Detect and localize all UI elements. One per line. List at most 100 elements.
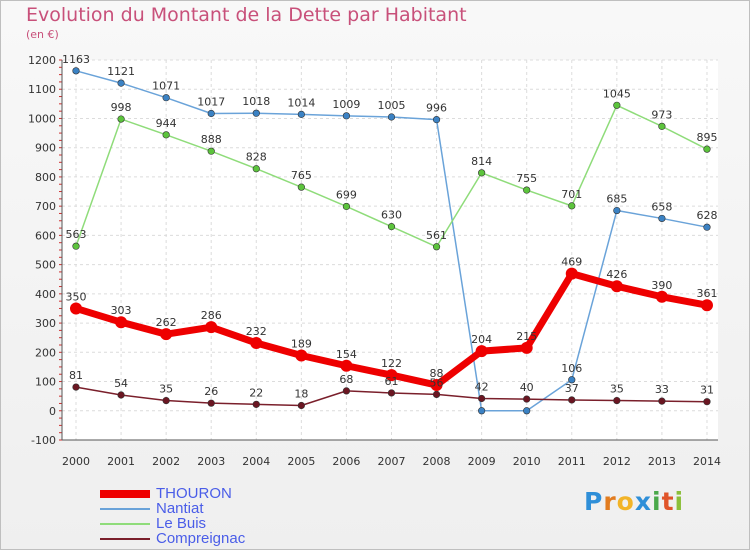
logo-letter: r	[603, 487, 617, 516]
data-point	[340, 359, 353, 372]
data-label: 765	[291, 169, 312, 182]
y-tick-label: 1000	[28, 112, 56, 125]
data-label: 189	[291, 338, 312, 351]
data-point	[613, 206, 621, 215]
x-tick-label: 2014	[693, 455, 721, 468]
data-label: 814	[471, 155, 492, 168]
x-tick-label: 2004	[242, 455, 270, 468]
data-label: 469	[561, 256, 582, 269]
data-label: 61	[384, 375, 398, 388]
y-tick-label: 700	[35, 200, 56, 213]
data-point	[342, 112, 351, 120]
data-point	[252, 165, 260, 173]
x-tick-label: 2008	[423, 455, 451, 468]
data-point	[703, 145, 711, 153]
y-tick-label: 800	[35, 171, 56, 184]
data-point	[297, 401, 305, 410]
data-label: 56	[430, 376, 444, 389]
data-label: 81	[69, 369, 83, 382]
data-label: 1071	[152, 80, 180, 93]
data-point	[117, 79, 125, 87]
data-point	[568, 376, 576, 384]
data-point	[297, 110, 305, 118]
x-tick-label: 2001	[107, 455, 135, 468]
y-tick-label: 900	[35, 142, 56, 155]
x-tick-label: 2012	[603, 455, 631, 468]
data-point	[70, 302, 82, 315]
data-label: 350	[66, 290, 87, 303]
data-point	[432, 243, 441, 251]
data-point	[162, 94, 170, 102]
data-label: 1018	[242, 95, 270, 108]
y-tick-label: 200	[35, 346, 56, 359]
data-label: 262	[156, 316, 177, 329]
data-label: 563	[66, 228, 87, 241]
y-tick-label: -100	[31, 434, 56, 447]
x-tick-label: 2010	[513, 455, 541, 468]
data-point	[658, 122, 666, 130]
data-point	[430, 379, 443, 392]
data-point	[115, 316, 128, 329]
logo-letter: i	[652, 487, 662, 516]
logo-letter: i	[674, 487, 685, 516]
data-label: 1121	[107, 65, 135, 78]
y-tick-label: 0	[49, 405, 56, 418]
data-point	[72, 67, 80, 75]
data-point	[520, 341, 533, 354]
data-point	[565, 267, 578, 280]
x-tick-label: 2003	[197, 455, 225, 468]
x-tick-label: 2013	[648, 455, 676, 468]
data-point	[478, 394, 486, 403]
y-tick-label: 300	[35, 317, 56, 330]
x-tick-label: 2002	[152, 455, 180, 468]
data-label: 1045	[603, 87, 631, 100]
data-label: 361	[696, 287, 717, 300]
x-tick-label: 2007	[377, 455, 405, 468]
legend-swatch	[100, 490, 150, 498]
data-label: 888	[201, 133, 222, 146]
data-label: 628	[696, 209, 717, 222]
legend-label: Le Buis	[156, 515, 207, 532]
data-label: 122	[381, 357, 402, 370]
data-point	[207, 147, 215, 155]
data-label: 22	[249, 386, 263, 399]
data-point	[207, 399, 215, 407]
data-point	[478, 169, 486, 177]
data-point	[703, 398, 711, 406]
data-label: 42	[475, 380, 489, 393]
data-point	[700, 299, 713, 312]
data-label: 232	[246, 325, 267, 338]
data-point	[478, 407, 486, 415]
data-label: 1014	[287, 96, 315, 109]
data-point	[703, 223, 711, 231]
y-tick-label: 1100	[28, 83, 56, 96]
data-point	[207, 109, 215, 118]
x-tick-label: 2006	[332, 455, 360, 468]
data-label: 630	[381, 209, 402, 222]
data-point	[72, 242, 80, 250]
legend-label: THOURON	[156, 485, 232, 502]
data-point	[117, 391, 125, 399]
data-label: 40	[520, 381, 534, 394]
data-label: 1163	[62, 53, 90, 66]
data-label: 18	[294, 388, 308, 401]
data-point	[342, 387, 351, 395]
data-label: 699	[336, 188, 357, 201]
data-label: 561	[426, 229, 447, 242]
x-tick-label: 2011	[558, 455, 586, 468]
y-tick-label: 500	[35, 259, 56, 272]
data-point	[342, 202, 351, 211]
data-point	[205, 321, 218, 334]
logo-letter: o	[616, 487, 635, 516]
data-label: 828	[246, 151, 267, 164]
logo-letter: t	[661, 487, 675, 516]
data-point	[250, 336, 263, 349]
data-label: 106	[561, 362, 582, 375]
data-point	[72, 383, 80, 391]
data-point	[658, 397, 666, 405]
data-label: 426	[606, 268, 627, 281]
data-label: 701	[561, 188, 582, 201]
data-point	[252, 400, 260, 408]
data-label: 204	[471, 333, 492, 346]
data-point	[387, 223, 396, 231]
